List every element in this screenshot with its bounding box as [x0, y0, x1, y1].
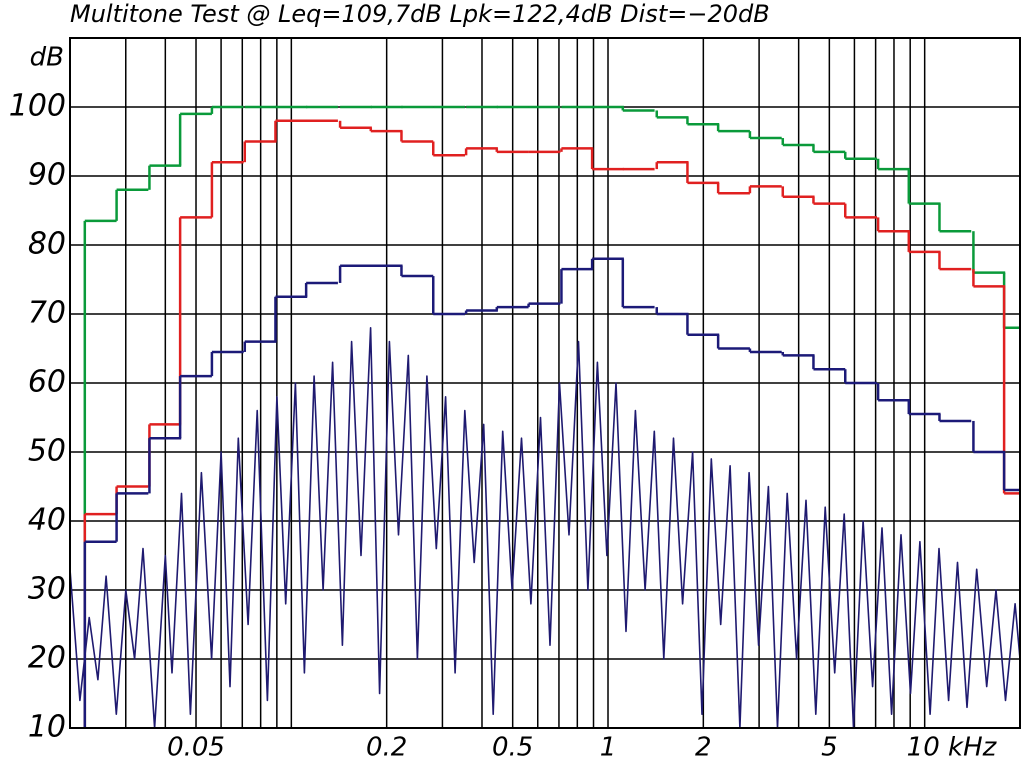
x-tick-label: 1 [600, 733, 617, 763]
y-tick-label: 80 [28, 227, 66, 262]
x-tick-label: 0.05 [167, 733, 225, 763]
y-tick-label: 10 [28, 710, 66, 745]
y-tick-label: 30 [28, 572, 66, 607]
y-tick-label: 40 [28, 503, 66, 538]
y-tick-label: 20 [28, 641, 66, 676]
chart-title: Multitone Test @ Leq=109,7dB Lpk=122,4dB… [70, 0, 770, 28]
plot-area [70, 105, 1020, 728]
y-tick-label: 70 [28, 296, 66, 331]
y-tick-label: 90 [28, 158, 66, 193]
x-tick-label: 5 [821, 733, 838, 763]
x-tick-label: 2 [695, 733, 712, 763]
y-axis-label: dB [30, 43, 64, 73]
y-tick-label: 100 [9, 89, 66, 124]
y-tick-label: 50 [28, 434, 66, 469]
spectrum-line [70, 327, 1020, 728]
y-tick-label: 60 [28, 365, 66, 400]
plot-frame [69, 37, 1021, 729]
x-tick-label: 0.2 [366, 733, 407, 763]
x-tick-label: 0.5 [492, 733, 533, 763]
x-tick-label: 10 kHz [907, 733, 998, 763]
labels: Multitone Test @ Leq=109,7dB Lpk=122,4dB… [9, 0, 998, 763]
